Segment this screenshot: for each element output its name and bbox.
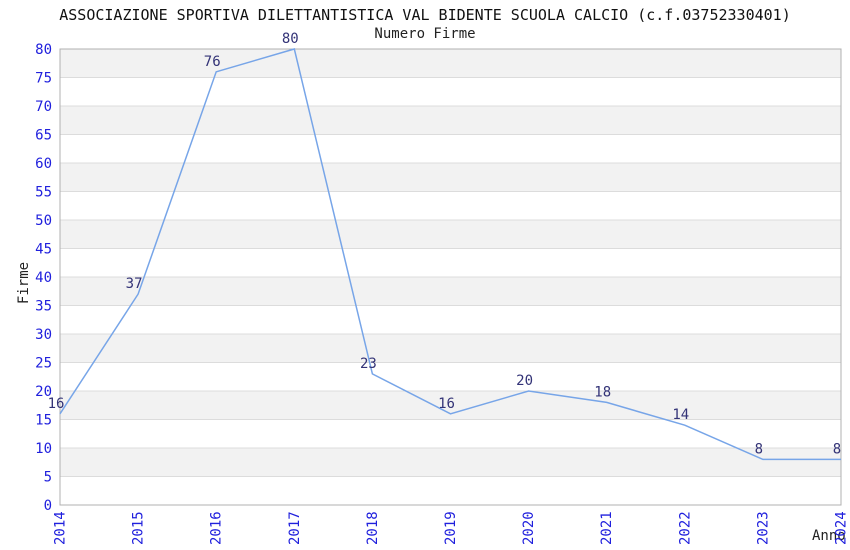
y-tick-label: 15 xyxy=(35,413,52,429)
x-tick-label: 2023 xyxy=(755,511,771,545)
band xyxy=(60,106,841,135)
data-label: 20 xyxy=(516,373,533,389)
y-tick-label: 45 xyxy=(35,242,52,258)
chart-title: ASSOCIAZIONE SPORTIVA DILETTANTISTICA VA… xyxy=(59,6,791,24)
y-tick-label: 40 xyxy=(35,270,52,286)
band xyxy=(60,448,841,477)
y-tick-label: 35 xyxy=(35,299,52,315)
x-tick-label: 2024 xyxy=(834,511,850,545)
x-tick-label: 2016 xyxy=(209,511,225,545)
bands xyxy=(60,49,841,477)
y-tick-label: 75 xyxy=(35,71,52,87)
plot-border xyxy=(59,48,842,506)
y-tick-label: 5 xyxy=(44,470,52,486)
data-label: 23 xyxy=(360,356,377,372)
data-label: 16 xyxy=(438,396,455,412)
band xyxy=(60,163,841,192)
chart-subtitle: Numero Firme xyxy=(374,26,476,42)
data-label: 16 xyxy=(48,396,65,412)
y-tick-label: 30 xyxy=(35,327,52,343)
data-label: 8 xyxy=(755,441,763,457)
y-tick-label: 10 xyxy=(35,441,52,457)
y-tick-label: 55 xyxy=(35,185,52,201)
band xyxy=(60,334,841,363)
y-tick-labels: 0 5 10 15 20 25 30 35 40 45 50 55 60 65 70 75 80 xyxy=(35,42,52,514)
y-tick-label: 0 xyxy=(44,498,52,514)
x-tick-label: 2022 xyxy=(677,511,693,545)
data-label: 18 xyxy=(594,384,611,400)
y-tick-label: 50 xyxy=(35,213,52,229)
x-tick-label: 2018 xyxy=(365,511,381,545)
band xyxy=(60,220,841,249)
x-tick-label: 2019 xyxy=(443,511,459,545)
y-tick-label: 70 xyxy=(35,99,52,115)
y-tick-label: 80 xyxy=(35,42,52,58)
x-tick-labels: 2014 2015 2016 2017 2018 2019 2020 2021 2022 2023… xyxy=(53,511,850,545)
y-tick-label: 20 xyxy=(35,384,52,400)
data-labels: 16 37 76 80 23 16 20 18 14 8 8 xyxy=(48,31,842,457)
data-label: 76 xyxy=(204,54,221,70)
x-tick-label: 2014 xyxy=(53,511,69,545)
band xyxy=(60,49,841,78)
x-tick-label: 2017 xyxy=(287,511,303,545)
x-tick-label: 2015 xyxy=(131,511,147,545)
y-tick-label: 60 xyxy=(35,156,52,172)
band xyxy=(60,391,841,420)
y-tick-label: 65 xyxy=(35,128,52,144)
data-label: 80 xyxy=(282,31,299,47)
y-tick-label: 25 xyxy=(35,356,52,372)
x-axis-label: Anno xyxy=(812,528,846,544)
band xyxy=(60,277,841,306)
x-tick-label: 2021 xyxy=(599,511,615,545)
data-label: 8 xyxy=(833,441,841,457)
data-label: 14 xyxy=(672,407,689,423)
x-tick-label: 2020 xyxy=(521,511,537,545)
data-label: 37 xyxy=(126,276,143,292)
data-line xyxy=(59,48,841,461)
